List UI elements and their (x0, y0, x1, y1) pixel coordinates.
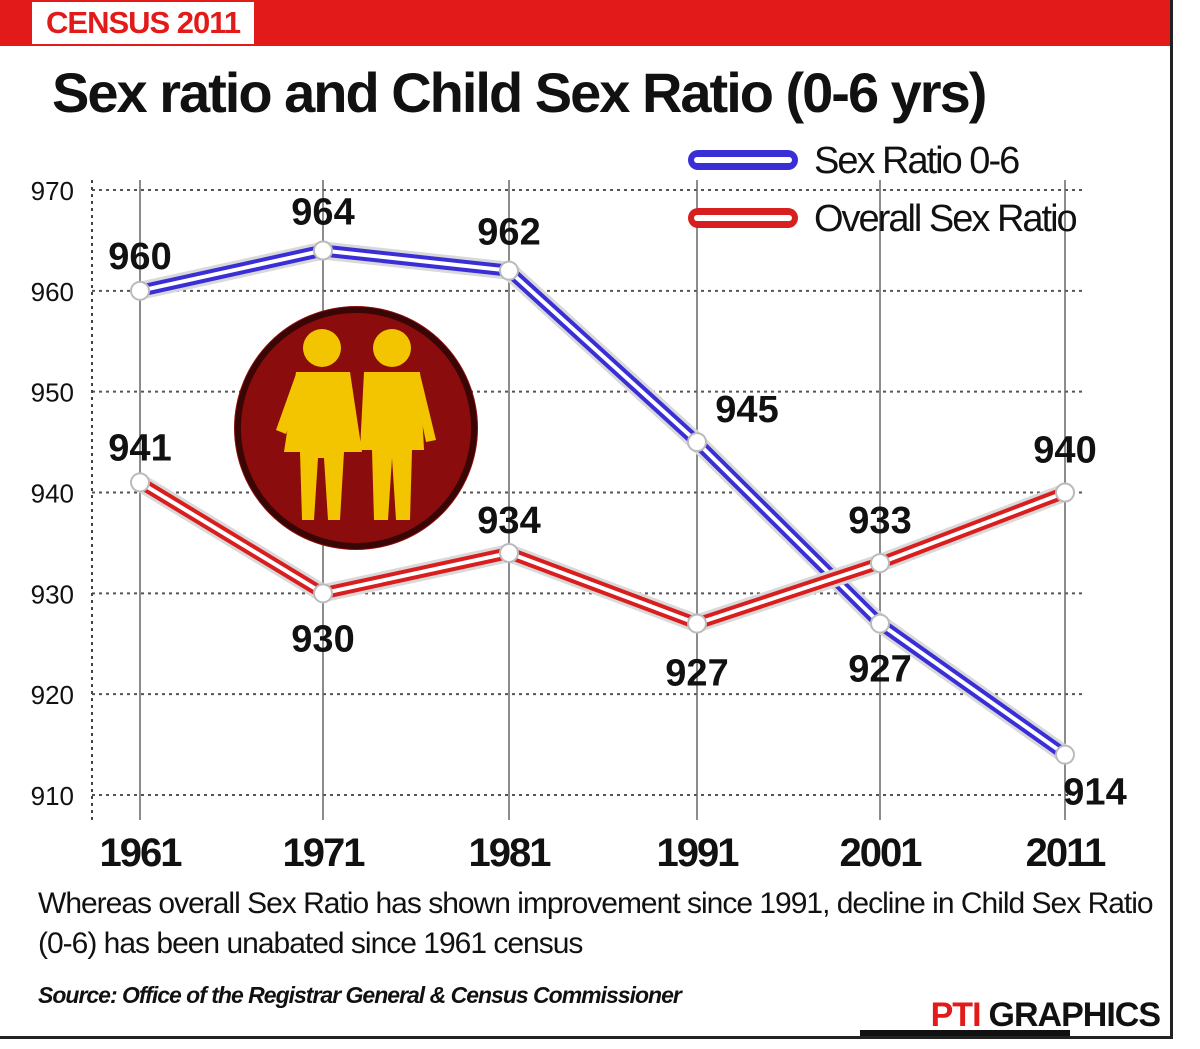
data-label: 960 (108, 236, 171, 278)
data-point (687, 613, 707, 634)
y-tick-label: 940 (31, 479, 74, 509)
data-label: 927 (848, 649, 911, 691)
data-label: 927 (665, 653, 728, 695)
legend-swatch-inner (694, 157, 792, 163)
x-tick-label: 1961 (100, 831, 183, 870)
data-point (130, 280, 150, 301)
y-tick-label: 910 (31, 781, 74, 811)
data-label: 941 (108, 427, 171, 469)
data-point (130, 472, 150, 493)
data-point (313, 240, 333, 261)
female-head (303, 329, 341, 367)
series-line-inner (138, 480, 1067, 626)
x-tick-label: 1981 (469, 831, 552, 870)
x-tick-label: 2001 (840, 831, 923, 870)
y-tick-label: 960 (31, 277, 74, 307)
female-arm (276, 374, 304, 434)
credit-underline (860, 1030, 1070, 1036)
legend-swatch-inner (694, 215, 792, 221)
data-point (499, 260, 519, 281)
male-arm (414, 374, 436, 442)
y-tick-label: 920 (31, 680, 74, 710)
credit-label: GRAPHICS (988, 996, 1161, 1034)
data-point (1055, 744, 1075, 765)
x-tick-label: 2011 (1026, 831, 1107, 870)
data-label: 914 (1063, 772, 1126, 814)
data-label: 934 (477, 500, 540, 542)
data-point (870, 553, 890, 574)
y-tick-label: 970 (31, 176, 74, 206)
couple-icon (234, 306, 478, 550)
female-body (284, 372, 362, 520)
legend: Sex Ratio 0-6 Overall Sex Ratio (688, 140, 1079, 240)
data-point (313, 583, 333, 604)
y-tick-label: 950 (31, 378, 74, 408)
y-tick-label: 930 (31, 579, 74, 609)
legend-label: Sex Ratio 0-6 (814, 140, 1019, 182)
legend-label: Overall Sex Ratio (814, 198, 1077, 240)
banner-label: CENSUS 2011 (32, 2, 255, 44)
data-point (687, 432, 707, 453)
male-head (373, 329, 411, 367)
data-label: 930 (291, 618, 354, 660)
x-tick-label: 1971 (283, 831, 366, 870)
icon-ring (235, 307, 477, 549)
data-label: 964 (291, 192, 354, 234)
x-tick-label: 1991 (657, 831, 740, 870)
line-chart: 910 920 930 940 950 960 970 1961 1971 1981 1991 200… (31, 140, 1127, 870)
series-line-inner (138, 248, 1067, 757)
data-label: 940 (1033, 430, 1096, 472)
chart-caption: Whereas overall Sex Ratio has shown impr… (38, 887, 1154, 960)
data-point (870, 613, 890, 634)
source-note: Source: Office of the Registrar General … (38, 982, 682, 1008)
data-label: 933 (848, 500, 911, 542)
credit-brand: PTI (930, 996, 982, 1034)
chart-title: Sex ratio and Child Sex Ratio (0-6 yrs) (52, 61, 987, 124)
male-body (360, 372, 424, 520)
data-label: 962 (477, 212, 540, 254)
header-banner: CENSUS 2011 (0, 0, 1170, 46)
data-point (1055, 482, 1075, 503)
data-label: 945 (715, 389, 778, 431)
graphics-credit: PTI GRAPHICS (930, 996, 1161, 1035)
data-point (499, 543, 519, 563)
